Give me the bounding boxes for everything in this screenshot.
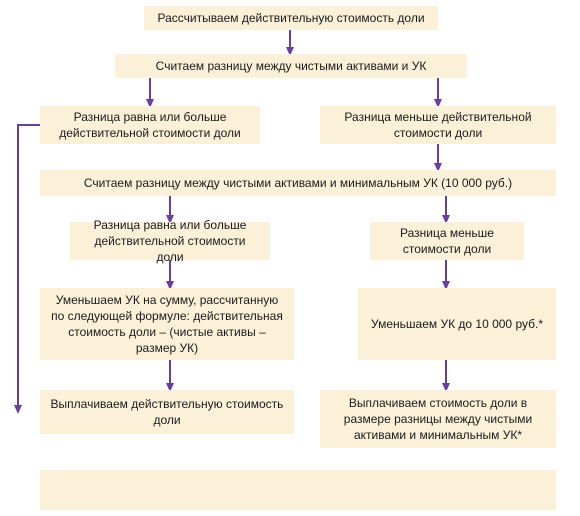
flowchart-node-label: Считаем разницу между чистыми активами и…: [156, 58, 427, 74]
flowchart-node-n9: Уменьшаем УК до 10 000 руб.*: [358, 288, 556, 360]
flowchart-node-label: Выплачиваем стоимость доли в размере раз…: [330, 395, 546, 444]
flowchart-node-n10: Выплачиваем действительную стоимость дол…: [40, 390, 294, 434]
flowchart-node-label: Разница меньше стоимости доли: [380, 225, 514, 257]
flowchart-node-label: Считаем разницу между чистыми активами и…: [84, 175, 512, 191]
flowchart-node-n6: Разница равна или больше действительной …: [70, 222, 270, 260]
flowchart-arrow: [18, 125, 40, 412]
flowchart-node-label: Разница меньше действительной стоимости …: [330, 109, 546, 141]
flowchart-node-n12: [40, 470, 556, 510]
flowchart-node-n5: Считаем разницу между чистыми активами и…: [40, 170, 556, 196]
flowchart-node-label: Выплачиваем действительную стоимость дол…: [50, 396, 284, 428]
flowchart-node-label: Уменьшаем УК до 10 000 руб.*: [371, 316, 543, 332]
flowchart-node-label: Разница равна или больше действительной …: [80, 217, 260, 266]
flowchart-node-label: Уменьшаем УК на сумму, рассчитанную по с…: [50, 292, 284, 357]
flowchart-node-n1: Рассчитываем действительную стоимость до…: [144, 6, 438, 30]
flowchart-node-n2: Считаем разницу между чистыми активами и…: [115, 54, 467, 78]
flowchart-node-label: Рассчитываем действительную стоимость до…: [157, 10, 424, 26]
flowchart-node-n4: Разница меньше действительной стоимости …: [320, 106, 556, 144]
flowchart-node-n11: Выплачиваем стоимость доли в размере раз…: [320, 390, 556, 448]
flowchart-node-n3: Разница равна или больше действительной …: [40, 106, 260, 144]
flowchart-node-n7: Разница меньше стоимости доли: [370, 222, 524, 260]
flowchart-node-label: Разница равна или больше действительной …: [50, 109, 250, 141]
flowchart-node-n8: Уменьшаем УК на сумму, рассчитанную по с…: [40, 288, 294, 360]
